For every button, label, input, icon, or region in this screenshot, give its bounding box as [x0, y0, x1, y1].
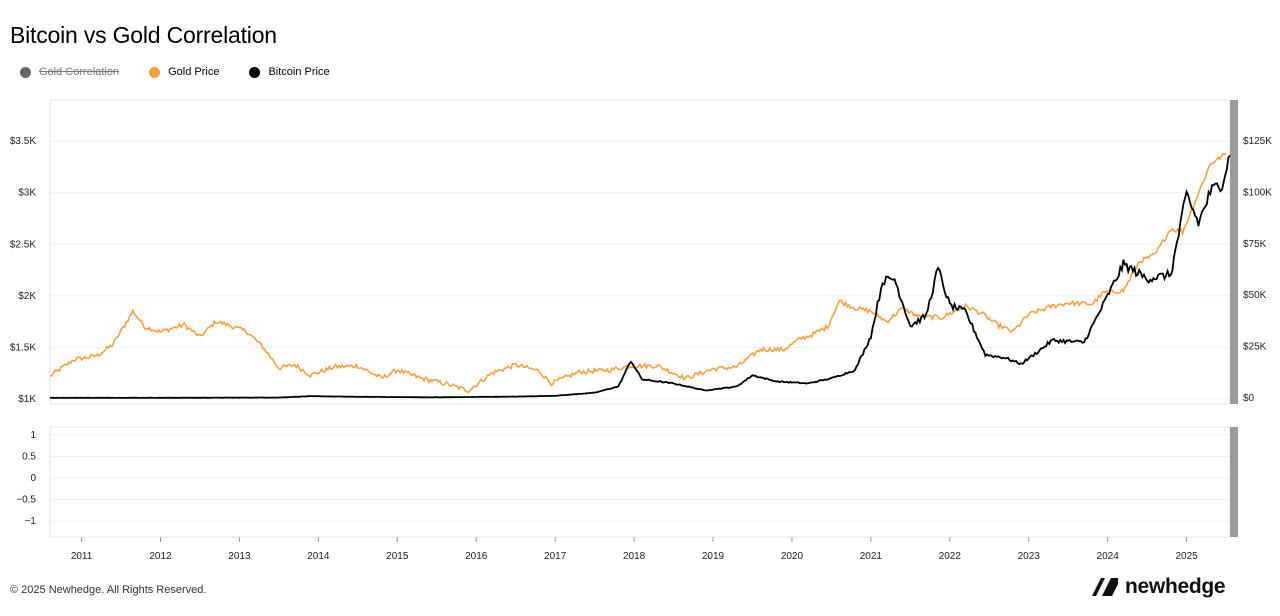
correlation-grid: [50, 434, 1230, 522]
gold-price-series-line: [49, 152, 1227, 394]
x-tick-label: 2023: [1018, 551, 1041, 562]
x-tick-label: 2024: [1097, 551, 1120, 562]
right-tick-label: $0: [1243, 393, 1255, 404]
x-tick-label: 2013: [228, 551, 251, 562]
right-tick-label: $75K: [1243, 239, 1267, 250]
correlation-tick-label: 1: [30, 430, 36, 441]
x-tick-label: 2016: [465, 551, 488, 562]
right-axis-ticks: $0 $25K $50K $75K $100K $125K: [1243, 136, 1272, 404]
x-tick-label: 2011: [71, 551, 93, 562]
legend: Gold Correlation Gold Price Bitcoin Pric…: [20, 66, 360, 78]
x-tick-label: 2022: [939, 551, 962, 562]
left-tick-label: $2.5K: [10, 239, 36, 250]
left-tick-label: $3K: [18, 188, 36, 199]
correlation-tick-label: 0.5: [22, 452, 36, 463]
left-tick-label: $1.5K: [10, 342, 36, 353]
chart-title: Bitcoin vs Gold Correlation: [10, 22, 277, 48]
x-tick-label: 2017: [544, 551, 567, 562]
correlation-tick-label: −0.5: [16, 495, 36, 506]
x-tick-label: 2018: [623, 551, 646, 562]
correlation-axis-ticks: 1 0.5 0 −0.5 −1: [16, 430, 36, 527]
right-tick-label: $25K: [1243, 341, 1267, 352]
bitcoin-price-series-line: [49, 154, 1231, 399]
main-plot-frame: [49, 99, 1231, 405]
right-tick-label: $125K: [1243, 136, 1272, 147]
x-tick-label: 2020: [781, 551, 804, 562]
brand-logo[interactable]: newhedge: [1090, 575, 1226, 599]
legend-dot-icon: [249, 66, 261, 78]
left-tick-label: $1K: [18, 394, 36, 405]
legend-dot-icon: [149, 66, 161, 78]
brand-name: newhedge: [1125, 575, 1226, 598]
correlation-tick-label: −1: [25, 516, 37, 527]
newhedge-logo-icon: [1092, 578, 1118, 596]
x-tick-label: 2014: [307, 551, 330, 562]
x-tick-label: 2015: [386, 551, 409, 562]
legend-item-bitcoin-price[interactable]: Bitcoin Price: [249, 66, 330, 78]
legend-label: Gold Correlation: [39, 66, 120, 78]
copyright-text: © 2025 Newhedge. All Rights Reserved.: [10, 584, 207, 596]
left-tick-label: $3.5K: [10, 136, 36, 147]
correlation-tick-label: 0: [30, 473, 36, 484]
x-tick-label: 2021: [860, 551, 883, 562]
left-tick-label: $2K: [18, 291, 36, 302]
x-axis-ticks: 2011 2012 2013 2014 2015 2016 2017 2018 2019 2020…: [71, 537, 1198, 562]
main-grid: [50, 140, 1230, 400]
x-tick-label: 2012: [149, 551, 172, 562]
x-tick-label: 2025: [1175, 551, 1198, 562]
main-scrollbar[interactable]: [1230, 100, 1238, 404]
legend-item-gold-correlation[interactable]: Gold Correlation: [20, 66, 119, 78]
right-tick-label: $100K: [1243, 187, 1272, 198]
x-tick-label: 2019: [702, 551, 725, 562]
right-tick-label: $50K: [1243, 290, 1267, 301]
legend-label: Bitcoin Price: [268, 66, 330, 78]
left-axis-ticks: $1K $1.5K $2K $2.5K $3K $3.5K: [10, 136, 36, 405]
legend-item-gold-price[interactable]: Gold Price: [149, 66, 219, 78]
correlation-scrollbar[interactable]: [1230, 427, 1238, 537]
legend-label: Gold Price: [168, 66, 220, 78]
legend-dot-icon: [20, 66, 31, 78]
